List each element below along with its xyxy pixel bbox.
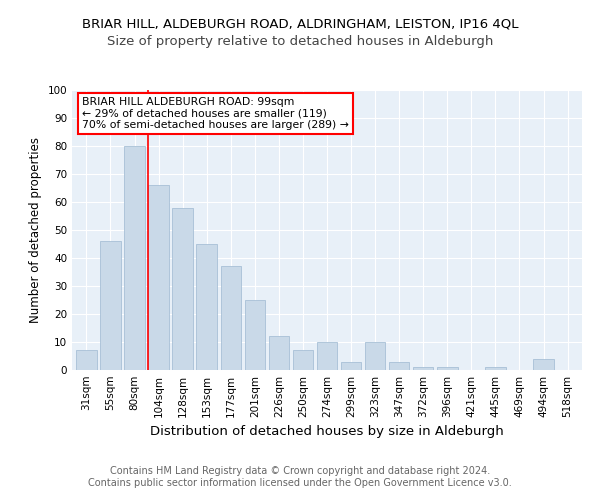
Bar (245, 300, 265, 370)
Text: Size of property relative to detached houses in Aldeburgh: Size of property relative to detached ho… (107, 35, 493, 48)
Bar (413, 367, 433, 370)
Bar (389, 362, 409, 370)
Bar (196, 244, 217, 370)
Bar (221, 266, 241, 370)
Bar (124, 146, 145, 370)
Y-axis label: Number of detached properties: Number of detached properties (29, 137, 42, 323)
Bar (148, 185, 169, 370)
Bar (172, 208, 193, 370)
Bar (317, 342, 337, 370)
Bar (533, 359, 554, 370)
Bar (269, 336, 289, 370)
Bar (76, 350, 97, 370)
Text: Contains HM Land Registry data © Crown copyright and database right 2024.
Contai: Contains HM Land Registry data © Crown c… (88, 466, 512, 487)
Bar (293, 350, 313, 370)
X-axis label: Distribution of detached houses by size in Aldeburgh: Distribution of detached houses by size … (150, 426, 504, 438)
Bar (341, 362, 361, 370)
Bar (437, 367, 458, 370)
Bar (365, 342, 385, 370)
Bar (485, 367, 506, 370)
Bar (100, 241, 121, 370)
Text: BRIAR HILL ALDEBURGH ROAD: 99sqm
← 29% of detached houses are smaller (119)
70% : BRIAR HILL ALDEBURGH ROAD: 99sqm ← 29% o… (82, 97, 349, 130)
Text: BRIAR HILL, ALDEBURGH ROAD, ALDRINGHAM, LEISTON, IP16 4QL: BRIAR HILL, ALDEBURGH ROAD, ALDRINGHAM, … (82, 18, 518, 30)
